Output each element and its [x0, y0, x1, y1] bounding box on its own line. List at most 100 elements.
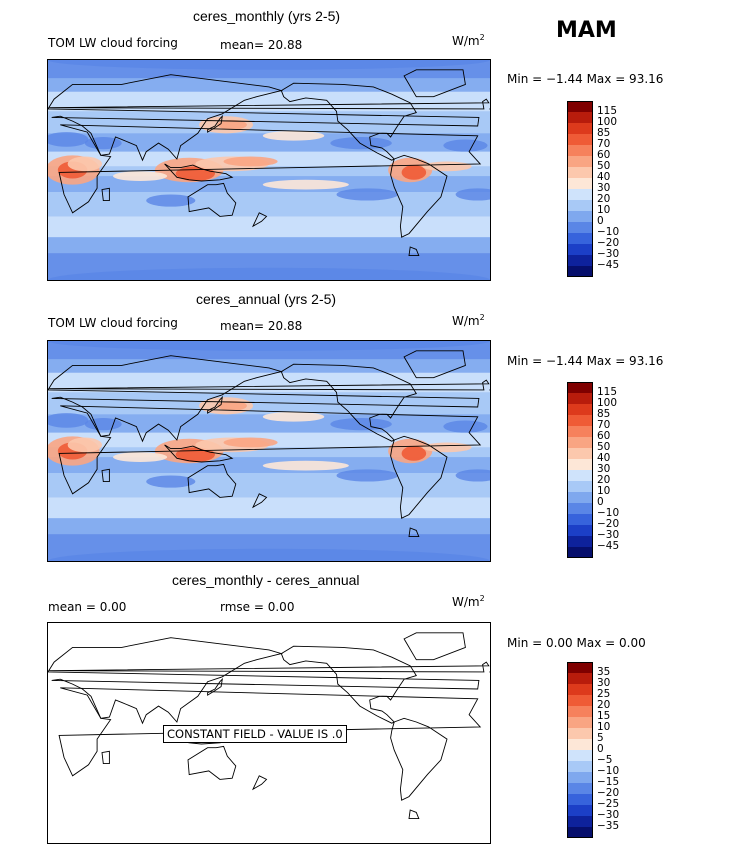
colorbar-tick-label: −35 — [597, 820, 620, 832]
coastline-europe-asia — [48, 637, 480, 725]
field-feature — [217, 400, 247, 411]
colorbar-frame — [567, 382, 593, 558]
panel1-minmax: Min = −1.44 Max = 93.16 — [507, 72, 664, 86]
colorbar-tick-label: −10 — [597, 507, 620, 519]
coastline-indonesia — [164, 163, 234, 182]
panel2-minmax: Min = −1.44 Max = 93.16 — [507, 354, 664, 368]
field-low — [48, 548, 490, 561]
field-low — [84, 418, 122, 431]
panel3-minmax: Min = 0.00 Max = 0.00 — [507, 636, 646, 650]
panel1-field-label: TOM LW cloud forcing — [48, 36, 178, 50]
field-feature — [422, 161, 472, 172]
field-low — [455, 188, 490, 201]
coastline-europe-asia — [48, 355, 480, 443]
field-low — [84, 137, 122, 150]
colorbar-tick-label: −10 — [597, 765, 620, 777]
colorbar-frame — [567, 101, 593, 277]
field-band — [48, 473, 490, 498]
coastline-antarctica-tip — [408, 809, 420, 820]
colorbar-tick-label: −30 — [597, 809, 620, 821]
panel1-mean: mean= 20.88 — [220, 38, 303, 52]
coastline-new-zealand — [252, 493, 268, 509]
panel3-mean: mean = 0.00 — [48, 600, 127, 614]
field-feature — [217, 119, 247, 130]
coastline-north-america — [280, 645, 417, 724]
field-band — [48, 192, 490, 217]
field-feature — [223, 156, 278, 167]
colorbar-tick-label: 0 — [597, 496, 604, 508]
colorbar-tick-label: 25 — [597, 688, 611, 700]
coastline-uk — [49, 98, 490, 110]
field-low — [146, 194, 196, 207]
field-low — [455, 469, 490, 482]
colorbar-tick-label: −45 — [597, 540, 620, 552]
field-band — [48, 166, 490, 177]
coastline-uk — [49, 379, 490, 391]
colorbar-tick-label: 20 — [597, 699, 611, 711]
colorbar-tick-label: 30 — [597, 463, 611, 475]
coastline-africa — [58, 124, 482, 214]
field-low — [336, 469, 398, 482]
field-low — [48, 132, 89, 147]
colorbar-tick-label: 70 — [597, 419, 611, 431]
colorbar-tick-label: 50 — [597, 160, 611, 172]
field-low — [146, 475, 196, 488]
field-low — [443, 139, 488, 152]
field-band — [48, 237, 490, 254]
coastline-australia — [187, 182, 237, 217]
field-band — [48, 216, 490, 238]
colorbar-tick-label: 20 — [597, 474, 611, 486]
colorbar-tick-label: 70 — [597, 138, 611, 150]
panel2-field-label: TOM LW cloud forcing — [48, 316, 178, 330]
field-band — [48, 497, 490, 519]
field-feature — [262, 179, 349, 190]
field-feature — [401, 446, 427, 461]
panel2-field-svg — [48, 341, 490, 561]
field-feature — [223, 437, 278, 448]
panel2-mean: mean= 20.88 — [220, 319, 303, 333]
field-feature — [113, 452, 168, 462]
field-band — [48, 78, 490, 92]
colorbar-tick-label: 30 — [597, 677, 611, 689]
colorbar-tick-label: 20 — [597, 193, 611, 205]
panel2-units: W/m2 — [452, 313, 485, 328]
field-low — [48, 413, 89, 428]
field-low — [48, 267, 490, 280]
field-low — [48, 60, 490, 70]
coastline-north-america — [280, 82, 417, 161]
colorbar-tick-label: 30 — [597, 182, 611, 194]
colorbar-tick-label: −25 — [597, 798, 620, 810]
colorbar-tick-label: 5 — [597, 732, 604, 744]
colorbar-tick-label: −20 — [597, 787, 620, 799]
colorbar-tick-label: −5 — [597, 754, 613, 766]
coastline-australia — [187, 463, 237, 498]
colorbar-tick-label: 115 — [597, 386, 618, 398]
panel1-units: W/m2 — [452, 33, 485, 48]
colorbar-tick-label: 40 — [597, 171, 611, 183]
coastline-south-america — [390, 717, 448, 801]
coastline-japan — [207, 395, 223, 414]
coastline-japan — [207, 677, 223, 696]
field-feature — [262, 130, 325, 141]
coastline-antarctica-tip — [408, 527, 420, 538]
colorbar-tick-label: −20 — [597, 518, 620, 530]
colorbar-tick-label: −30 — [597, 248, 620, 260]
field-low — [336, 188, 398, 201]
panel3-rmse: rmse = 0.00 — [220, 600, 295, 614]
colorbar-tick-label: −20 — [597, 237, 620, 249]
season-label: MAM — [556, 18, 617, 43]
field-feature — [262, 411, 325, 422]
panel3-units: W/m2 — [452, 594, 485, 609]
colorbar-tick-label: 40 — [597, 452, 611, 464]
coastline-madagascar — [101, 187, 110, 202]
coastline-antarctica-tip — [408, 246, 420, 257]
panel1-title: ceres_monthly (yrs 2-5) — [193, 8, 341, 24]
coastline-europe-asia — [48, 74, 480, 162]
panel1-map — [47, 59, 491, 281]
coastline-japan — [207, 114, 223, 133]
coastline-uk — [49, 661, 490, 673]
field-low — [48, 341, 490, 351]
field-feature — [67, 437, 103, 453]
colorbar-tick-label: 0 — [597, 215, 604, 227]
panel2-title: ceres_annual (yrs 2-5) — [196, 291, 337, 307]
